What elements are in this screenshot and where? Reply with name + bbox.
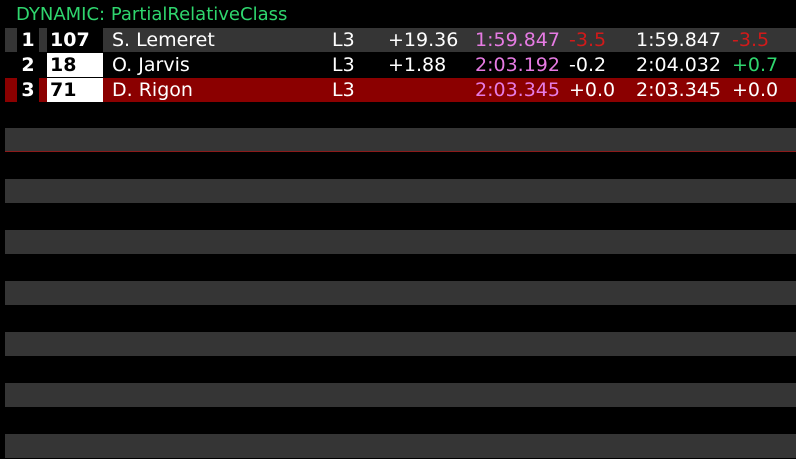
empty-row bbox=[5, 332, 796, 356]
driver-name: D. Rigon bbox=[112, 79, 193, 101]
best-lap: 2:04.032 bbox=[636, 54, 721, 76]
driver-name: S. Lemeret bbox=[112, 29, 215, 51]
empty-row bbox=[5, 434, 796, 458]
empty-row bbox=[5, 128, 796, 152]
best-lap: 1:59.847 bbox=[636, 29, 721, 51]
last-lap-delta: +0.0 bbox=[569, 79, 616, 101]
empty-row bbox=[5, 230, 796, 254]
last-lap-delta: -3.5 bbox=[569, 29, 607, 51]
last-lap-delta: -0.2 bbox=[569, 54, 607, 76]
last-lap: 1:59.847 bbox=[475, 29, 560, 51]
car-number: 107 bbox=[47, 28, 103, 52]
best-lap-delta: +0.7 bbox=[732, 54, 779, 76]
best-lap: 2:03.345 bbox=[636, 79, 721, 101]
class-label: L3 bbox=[332, 54, 355, 76]
car-number: 18 bbox=[47, 53, 103, 77]
divider bbox=[5, 151, 796, 152]
driver-name: O. Jarvis bbox=[112, 54, 190, 76]
gap: +19.36 bbox=[388, 29, 459, 51]
empty-row bbox=[5, 383, 796, 407]
empty-row bbox=[5, 179, 796, 203]
standings-row-3-highlighted: 3 71 D. Rigon L3 2:03.345 +0.0 2:03.345 … bbox=[5, 78, 796, 102]
class-label: L3 bbox=[332, 29, 355, 51]
last-lap: 2:03.345 bbox=[475, 79, 560, 101]
standings-row-1: 1 107 S. Lemeret L3 +19.36 1:59.847 -3.5… bbox=[5, 28, 796, 52]
standings-row-2: 2 18 O. Jarvis L3 +1.88 2:03.192 -0.2 2:… bbox=[5, 53, 796, 77]
gap: +1.88 bbox=[388, 54, 447, 76]
position: 3 bbox=[17, 78, 39, 102]
position: 1 bbox=[17, 28, 39, 52]
car-number: 71 bbox=[47, 78, 103, 102]
position: 2 bbox=[17, 53, 39, 77]
last-lap: 2:03.192 bbox=[475, 54, 560, 76]
best-lap-delta: +0.0 bbox=[732, 79, 779, 101]
empty-row bbox=[5, 281, 796, 305]
best-lap-delta: -3.5 bbox=[732, 29, 770, 51]
panel-title: DYNAMIC: PartialRelativeClass bbox=[16, 4, 288, 25]
class-label: L3 bbox=[332, 79, 355, 101]
